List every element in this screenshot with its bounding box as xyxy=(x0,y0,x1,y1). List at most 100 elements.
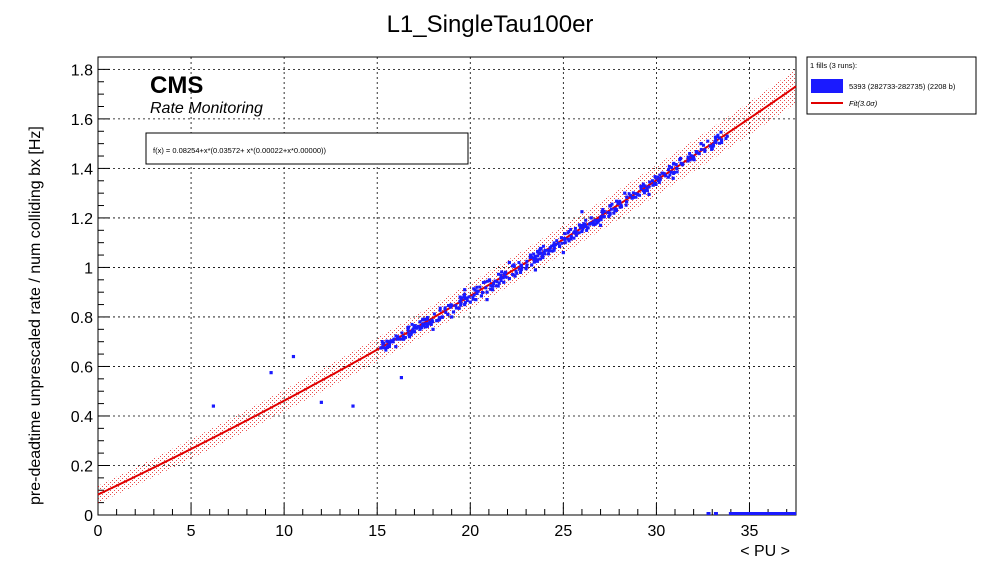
data-point xyxy=(714,138,718,142)
data-point xyxy=(586,226,590,230)
data-point xyxy=(641,189,645,193)
data-point xyxy=(438,308,442,312)
data-point xyxy=(397,337,401,341)
y-tick-label: 1 xyxy=(84,260,93,277)
data-point xyxy=(567,239,571,243)
data-point xyxy=(543,252,547,256)
data-point xyxy=(592,223,596,227)
data-point xyxy=(463,302,467,307)
data-point xyxy=(425,315,429,319)
legend: 1 fills (3 runs): 5393 (282733-282735) (… xyxy=(806,56,977,115)
data-point xyxy=(638,193,642,197)
data-point xyxy=(671,162,675,166)
data-point xyxy=(459,302,463,306)
data-point xyxy=(628,193,632,197)
chart-title: L1_SingleTau100er xyxy=(387,11,594,38)
cms-sublabel: Rate Monitoring xyxy=(150,100,263,117)
data-point xyxy=(644,189,648,193)
y-tick-label: 1.2 xyxy=(71,211,93,228)
plot-area: 0 5 10 15 20 25 30 35 0 0.2 0.4 0.6 0.8 1 1.2 1.4 1.6 1.8 xyxy=(71,56,797,540)
x-tick-label: 0 xyxy=(94,523,103,540)
fit-line xyxy=(97,85,797,496)
data-point xyxy=(583,224,587,228)
data-point xyxy=(593,222,597,226)
data-point xyxy=(492,282,496,286)
data-point xyxy=(639,184,643,188)
data-point xyxy=(438,306,442,310)
data-point xyxy=(572,236,576,240)
data-point xyxy=(530,263,534,267)
y-tick-label: 0 xyxy=(84,508,93,525)
x-axis-label: < PU > xyxy=(740,543,790,560)
x-tick-label: 10 xyxy=(275,523,293,540)
data-point xyxy=(384,348,388,352)
data-point xyxy=(555,239,559,243)
data-point xyxy=(392,337,396,341)
data-point xyxy=(574,233,578,237)
data-point xyxy=(602,215,606,219)
data-point xyxy=(543,248,547,252)
data-point xyxy=(525,259,529,263)
data-point xyxy=(458,295,462,299)
data-point xyxy=(385,346,389,350)
data-point xyxy=(585,228,589,232)
data-point xyxy=(382,341,386,345)
data-point xyxy=(420,318,424,322)
data-point xyxy=(662,172,666,176)
legend-entry-fit: Fit(3.0σ) xyxy=(849,99,878,108)
data-point xyxy=(533,260,537,264)
data-point xyxy=(574,232,578,236)
data-point xyxy=(319,400,323,404)
data-point xyxy=(491,288,495,292)
data-point xyxy=(560,241,564,245)
data-point xyxy=(501,276,505,280)
data-point xyxy=(409,332,413,336)
data-point xyxy=(524,267,528,271)
data-point xyxy=(534,257,538,261)
data-point xyxy=(699,147,703,151)
data-point xyxy=(558,244,562,248)
data-point xyxy=(547,248,551,252)
data-point xyxy=(485,290,489,294)
data-point xyxy=(694,150,698,154)
data-point xyxy=(533,254,537,258)
data-point xyxy=(400,331,404,335)
data-point xyxy=(706,139,710,143)
data-point xyxy=(437,316,441,320)
data-point xyxy=(415,326,419,330)
data-point xyxy=(446,312,450,317)
data-point xyxy=(713,135,717,139)
data-point xyxy=(566,237,570,241)
data-point xyxy=(550,249,554,253)
data-point xyxy=(631,195,635,199)
data-point xyxy=(651,183,655,187)
data-point xyxy=(703,148,707,152)
data-point xyxy=(552,246,556,250)
data-point xyxy=(618,201,622,205)
data-point xyxy=(716,133,720,137)
data-point xyxy=(569,227,573,231)
x-tick-label: 20 xyxy=(461,523,479,540)
data-point xyxy=(428,320,432,324)
data-point xyxy=(666,168,670,172)
data-point xyxy=(654,176,658,180)
data-point xyxy=(518,270,523,274)
data-point xyxy=(668,173,672,177)
data-point xyxy=(599,215,603,219)
data-point xyxy=(291,354,296,359)
data-point xyxy=(487,278,491,282)
data-point xyxy=(634,192,638,196)
data-point xyxy=(463,297,467,301)
data-point xyxy=(657,180,661,184)
data-point xyxy=(493,279,497,283)
data-point xyxy=(520,266,524,270)
x-tick-label: 5 xyxy=(187,523,196,540)
data-point xyxy=(519,268,523,272)
data-point xyxy=(399,376,403,380)
data-point xyxy=(351,404,355,408)
data-point xyxy=(528,253,532,257)
data-point xyxy=(401,335,405,339)
data-point xyxy=(648,180,652,184)
data-point xyxy=(437,318,441,322)
data-point xyxy=(569,234,573,238)
